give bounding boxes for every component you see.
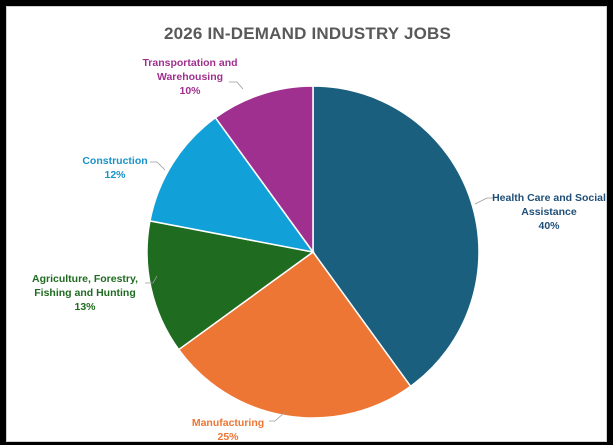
slice-label-agriculture: Agriculture, Forestry, Fishing and Huntin… [32, 273, 138, 313]
leader-line-manufacturing [269, 411, 286, 422]
slice-label-manufacturing: Manufacturing 25%Manufacturing [192, 417, 264, 442]
chart-frame: 2026 IN-DEMAND INDUSTRY JOBS Health Care… [6, 6, 607, 442]
slice-percent-transportation: 10% [179, 85, 201, 97]
leader-line-agriculture [145, 275, 158, 284]
slice-label-construction: Construction 12%Construction [82, 155, 147, 181]
pie-slice-agriculture [146, 220, 315, 351]
slice-percent-construction: 12% [104, 169, 126, 181]
slice-labels: Health Care and Social Assistance 40%Healt… [32, 57, 606, 442]
pie-slice-health-care [312, 85, 480, 388]
pie-slice-manufacturing [177, 250, 412, 419]
leader-line-transportation [229, 81, 244, 90]
chart-title: 2026 IN-DEMAND INDUSTRY JOBS [163, 24, 452, 43]
pie-slices [146, 85, 480, 419]
pie-slice-transportation [214, 85, 314, 255]
slice-label-health-care: Health Care and Social Assistance 40%Healt… [492, 192, 606, 232]
pie-slice-construction [149, 116, 315, 254]
slice-percent-health-care: 40% [538, 220, 560, 232]
slice-label-transportation: Transportation and Warehousing 10%Transpor… [142, 57, 237, 97]
slice-percent-manufacturing: 25% [217, 431, 239, 442]
leader-lines [145, 81, 493, 422]
pie-chart: Health Care and Social Assistance 40%Healt… [32, 57, 606, 442]
slice-percent-agriculture: 13% [74, 301, 96, 313]
leader-line-health-care [474, 197, 493, 205]
leader-line-construction [150, 161, 166, 171]
